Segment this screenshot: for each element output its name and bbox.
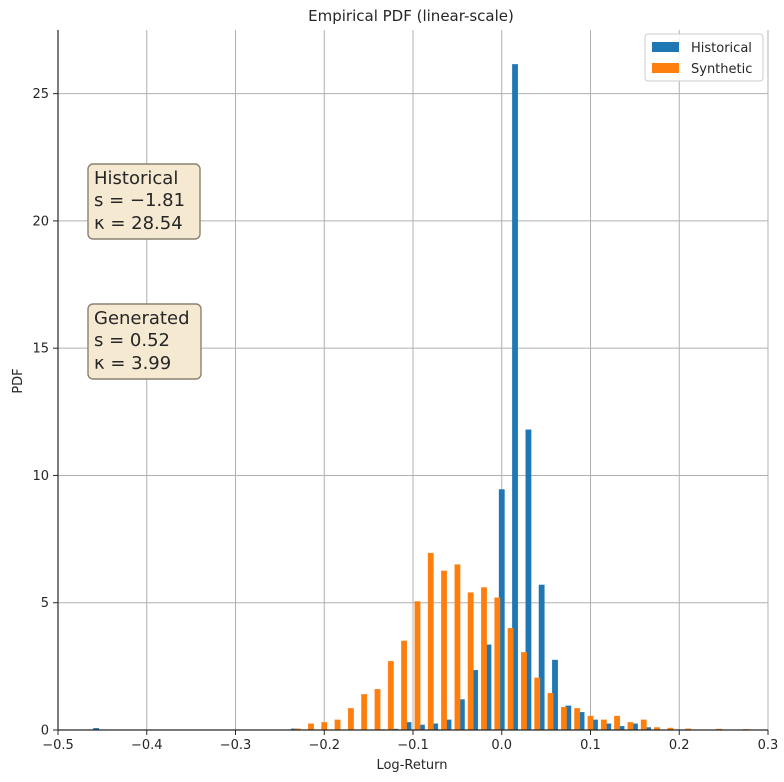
x-tick-label: 0.3 [758, 738, 779, 753]
bar-synthetic [507, 628, 514, 731]
bar-synthetic [347, 708, 354, 731]
bar-synthetic [640, 719, 647, 731]
y-tick-label: 20 [32, 214, 49, 229]
x-tick-label: 0.2 [669, 738, 690, 753]
chart-title: Empirical PDF (linear-scale) [308, 7, 514, 25]
x-tick-label: −0.1 [397, 738, 429, 753]
bar-synthetic [494, 597, 501, 731]
bar-synthetic [587, 715, 594, 731]
generated-stats-heading: Generated [94, 308, 190, 329]
historical-stats-box: Historical s = −1.81 κ = 28.54 [87, 163, 201, 240]
x-axis-label: Log-Return [376, 758, 447, 773]
y-tick-label: 15 [32, 342, 49, 357]
histogram-bars [93, 64, 749, 731]
bar-synthetic [401, 640, 408, 731]
grid-lines [57, 30, 769, 731]
bar-synthetic [374, 689, 381, 731]
tick-labels: −0.5 −0.4 −0.3 −0.2 −0.1 0.0 0.1 0.2 0.3 0 5 10 15 20… [32, 87, 778, 753]
bar-synthetic [321, 722, 328, 731]
bar-synthetic [614, 715, 621, 731]
bar-synthetic [627, 722, 634, 731]
bar-synthetic [521, 652, 527, 731]
legend-label-historical: Historical [691, 41, 752, 56]
bar-synthetic [467, 592, 474, 731]
bar-synthetic [574, 708, 581, 731]
bar-synthetic [414, 601, 421, 731]
historical-skew: s = −1.81 [94, 190, 185, 211]
y-tick-label: 10 [32, 469, 49, 484]
historical-stats-heading: Historical [94, 168, 178, 189]
bar-synthetic [427, 552, 434, 731]
historical-kurtosis: κ = 28.54 [94, 213, 183, 234]
x-tick-label: 0.0 [491, 738, 512, 753]
legend-label-synthetic: Synthetic [691, 62, 752, 77]
bar-synthetic [361, 694, 368, 731]
bar-synthetic [560, 706, 567, 731]
x-tick-label: −0.5 [42, 738, 74, 753]
generated-kurtosis: κ = 3.99 [94, 353, 171, 374]
bar-synthetic [600, 719, 607, 731]
y-axis-label: PDF [11, 368, 26, 393]
legend: Historical Synthetic [644, 33, 764, 82]
bar-synthetic [454, 564, 461, 731]
bar-synthetic [481, 587, 487, 731]
axes [53, 30, 769, 735]
bar-synthetic [534, 677, 541, 731]
bar-synthetic [441, 570, 447, 731]
x-tick-label: −0.4 [131, 738, 163, 753]
x-tick-label: −0.2 [308, 738, 340, 753]
generated-skew: s = 0.52 [94, 330, 170, 351]
x-tick-label: 0.1 [580, 738, 601, 753]
bar-synthetic [334, 719, 341, 731]
x-tick-label: −0.3 [220, 738, 252, 753]
legend-swatch-synthetic [652, 63, 679, 73]
y-tick-label: 25 [32, 87, 49, 102]
y-tick-label: 5 [41, 596, 49, 611]
legend-swatch-historical [652, 42, 679, 52]
generated-stats-box: Generated s = 0.52 κ = 3.99 [87, 303, 202, 380]
bar-synthetic [387, 661, 394, 731]
bar-synthetic [308, 723, 314, 731]
bar-synthetic [547, 692, 554, 731]
y-tick-label: 0 [41, 724, 49, 739]
